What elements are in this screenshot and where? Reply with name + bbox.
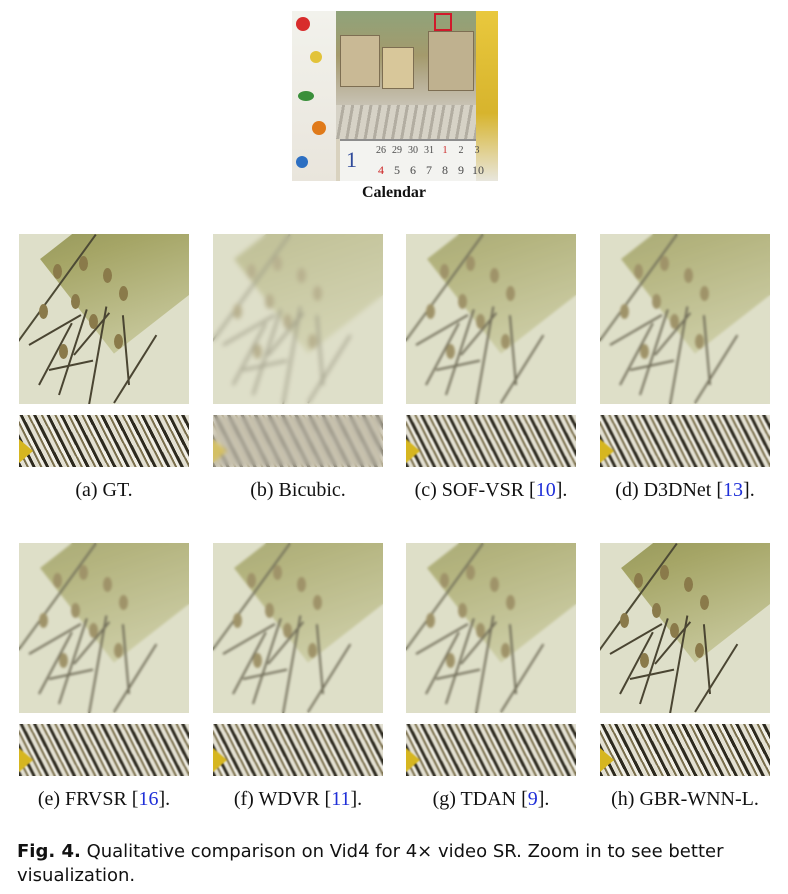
stripe-crop-image (19, 724, 189, 776)
branch-crop-image (213, 234, 383, 404)
stripe-crop-image (19, 415, 189, 467)
branch-crop-image (406, 543, 576, 713)
branch-crop-image (19, 234, 189, 404)
left-decoration (292, 11, 336, 181)
figure-caption: Fig. 4. Qualitative comparison on Vid4 f… (17, 840, 777, 888)
branch-crop-image (406, 234, 576, 404)
branch-crop-image (213, 543, 383, 713)
stripe-crop-image (213, 415, 383, 467)
stripe-crop-image (213, 724, 383, 776)
panel-label: (h) GBR-WNN-L. (611, 788, 759, 810)
panel-label: (a) GT. (75, 479, 133, 501)
stripe-crop-image (406, 724, 576, 776)
right-decoration (476, 11, 498, 181)
stripe-crop-image (406, 415, 576, 467)
panel-label: (d) D3DNet [13]. (615, 479, 755, 501)
street-scene (336, 11, 476, 139)
citation-link[interactable]: 9 (527, 788, 538, 810)
branch-crop-image (600, 543, 770, 713)
hero-caption: Calendar (362, 184, 426, 201)
figure-caption-lead: Fig. 4. (17, 841, 81, 862)
calendar-month: 1 (346, 147, 357, 172)
stripe-crop-image (600, 724, 770, 776)
citation-link[interactable]: 16 (138, 788, 159, 810)
branch-crop-image (19, 543, 189, 713)
citation-link[interactable]: 10 (535, 479, 556, 501)
panel-label: (g) TDAN [9]. (432, 788, 550, 810)
citation-link[interactable]: 13 (723, 479, 744, 501)
panel-label: (b) Bicubic. (250, 479, 346, 501)
branch-crop-image (600, 234, 770, 404)
panel-label: (e) FRVSR [16]. (37, 788, 171, 810)
figure-caption-text: Qualitative comparison on Vid4 for 4× vi… (17, 841, 724, 886)
stripe-crop-image (600, 415, 770, 467)
panel-label: (c) SOF-VSR [10]. (414, 479, 568, 501)
panel-label: (f) WDVR [11]. (233, 788, 363, 810)
citation-link[interactable]: 11 (331, 788, 351, 810)
zoom-region-box (434, 13, 452, 31)
